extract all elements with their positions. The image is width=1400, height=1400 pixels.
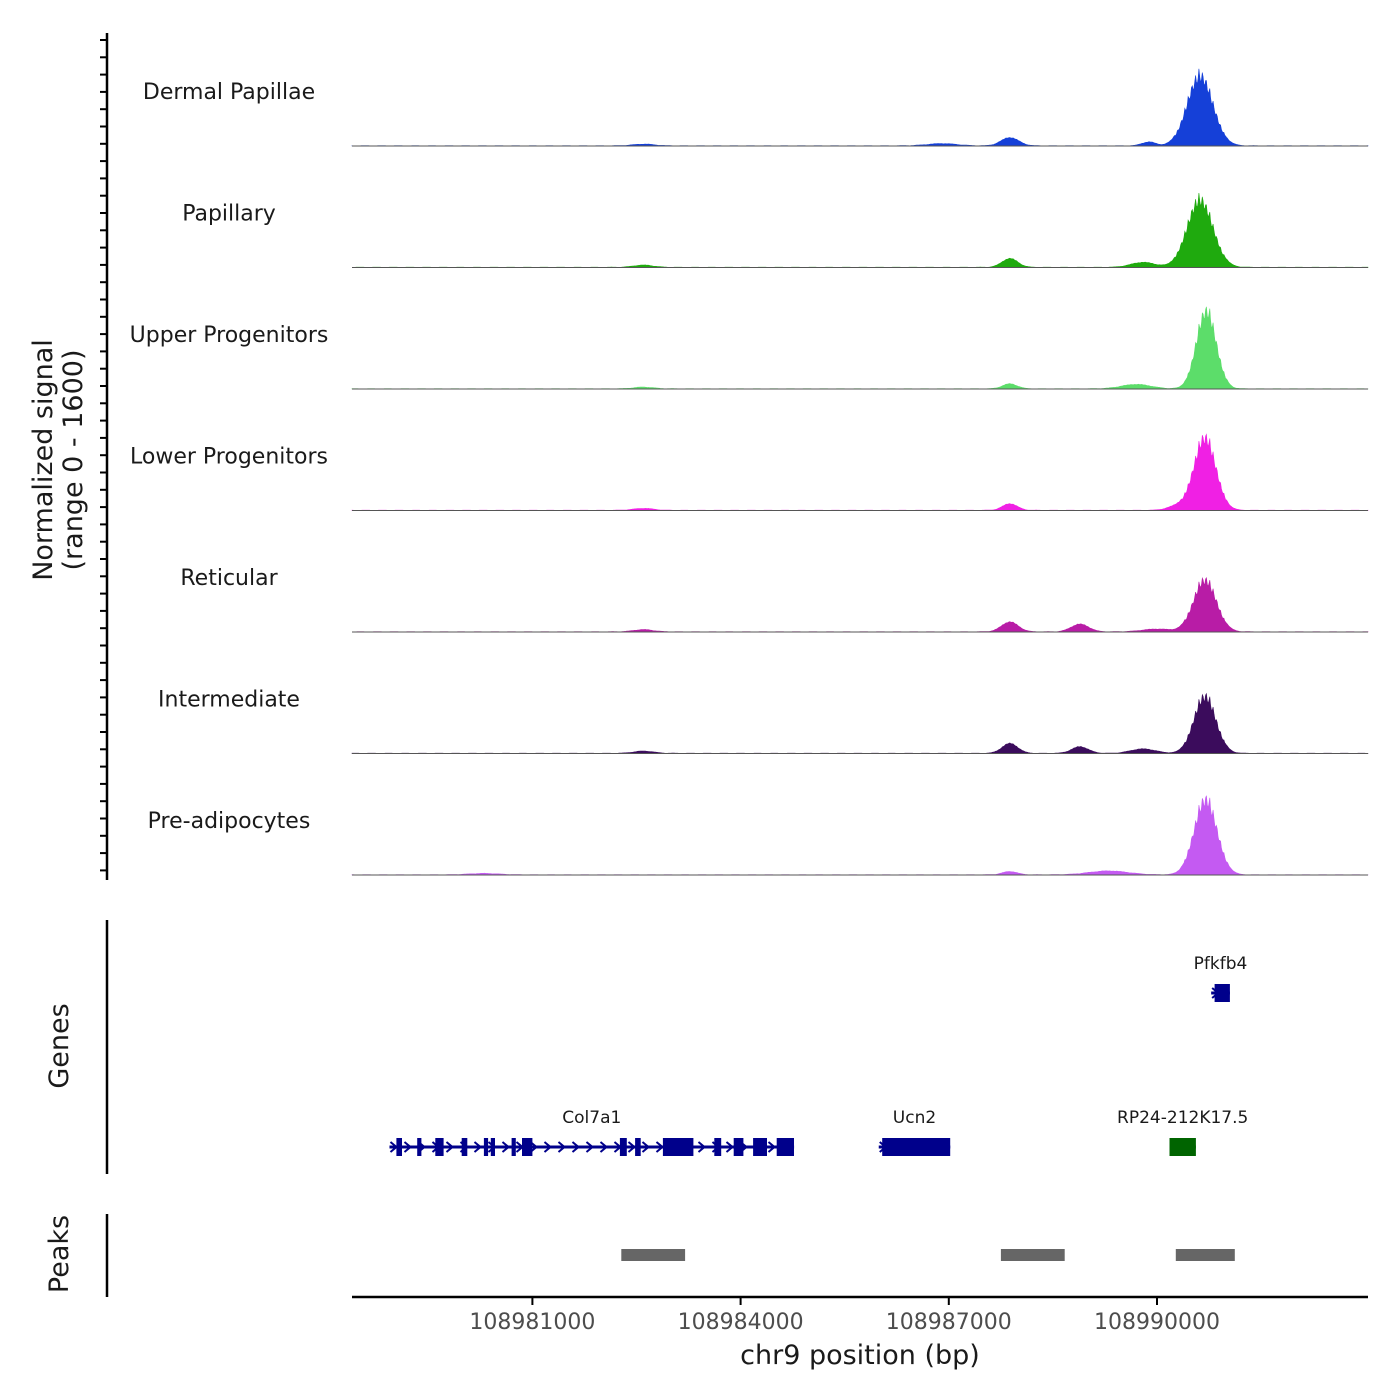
- gene-exon: [522, 1138, 533, 1156]
- gene-exon: [776, 1138, 794, 1156]
- track-label: Intermediate: [158, 688, 300, 713]
- strand-arrow: [599, 1141, 609, 1153]
- track-label: Reticular: [180, 566, 278, 591]
- peak-region: [621, 1249, 686, 1261]
- gene-exon: [714, 1138, 722, 1156]
- strand-arrow: [501, 1141, 511, 1153]
- coverage-signal-area: [351, 433, 1369, 511]
- gene-label: Pfkfb4: [1194, 954, 1248, 974]
- coverage-signal-area: [351, 192, 1369, 268]
- coverage-signal-area: [351, 795, 1369, 876]
- gene: Col7a1: [389, 1108, 795, 1156]
- y-axis-range-label: (range 0 - 1600): [58, 350, 89, 571]
- coverage-track: Pre-adipocytes: [148, 795, 1369, 876]
- strand-arrow: [529, 1141, 539, 1153]
- gene-exon: [461, 1138, 468, 1156]
- x-tick-label: 108987000: [886, 1310, 1012, 1335]
- peaks-track-label: Peaks: [44, 1215, 75, 1293]
- track-label: Upper Progenitors: [130, 323, 329, 348]
- track-label: Papillary: [182, 202, 276, 227]
- gene-exon: [635, 1138, 641, 1156]
- gene-exon: [753, 1138, 767, 1156]
- gene-exon: [619, 1138, 627, 1156]
- gene-exon: [662, 1138, 694, 1156]
- coverage-signal-area: [351, 576, 1369, 633]
- gene: Ucn2: [878, 1108, 951, 1156]
- strand-arrow: [571, 1141, 581, 1153]
- gene: Pfkfb4: [1194, 954, 1248, 1002]
- x-axis-ticks: 108981000 108984000 108987000 108990000: [469, 1297, 1220, 1335]
- gene-exon: [483, 1138, 489, 1156]
- strand-arrow: [725, 1141, 735, 1153]
- peak-region: [1000, 1249, 1065, 1261]
- strand-arrow: [767, 1141, 777, 1153]
- gene-exon: [1214, 984, 1230, 1002]
- coverage-track: Dermal Papillae: [143, 68, 1369, 147]
- coverage-track: Upper Progenitors: [130, 306, 1369, 390]
- strand-arrow: [403, 1141, 413, 1153]
- coverage-track: Lower Progenitors: [130, 433, 1369, 511]
- strand-arrow: [627, 1141, 637, 1153]
- y-axis-label: Normalized signal: [28, 339, 59, 581]
- x-axis-label: chr9 position (bp): [740, 1340, 980, 1371]
- strand-arrow: [655, 1141, 665, 1153]
- x-tick-label: 108984000: [678, 1310, 804, 1335]
- gene-exon: [435, 1138, 444, 1156]
- coverage-signal-area: [351, 306, 1369, 390]
- gene-exon: [1169, 1138, 1196, 1156]
- gene-exon: [396, 1138, 402, 1156]
- track-label: Dermal Papillae: [143, 80, 315, 105]
- strand-arrow: [697, 1141, 707, 1153]
- strand-arrow: [445, 1141, 455, 1153]
- genes-track-label: Genes: [44, 1003, 75, 1088]
- x-tick-label: 108981000: [469, 1310, 595, 1335]
- track-label: Pre-adipocytes: [148, 809, 311, 834]
- gene-exon: [511, 1138, 516, 1156]
- y-axis-title: Normalized signal (range 0 - 1600): [28, 339, 89, 581]
- strand-arrow: [585, 1141, 595, 1153]
- coverage-tracks: Dermal Papillae Papillary Upper Progenitor…: [130, 68, 1369, 876]
- gene-exon: [882, 1138, 951, 1156]
- coverage-track: Reticular: [180, 566, 1369, 633]
- peak-track: [621, 1249, 1235, 1261]
- gene: RP24-212K17.5: [1117, 1108, 1248, 1156]
- peak-region: [1175, 1249, 1235, 1261]
- strand-arrow: [473, 1141, 483, 1153]
- strand-arrow: [641, 1141, 651, 1153]
- x-tick-label: 108990000: [1094, 1310, 1220, 1335]
- track-label: Lower Progenitors: [130, 445, 328, 470]
- strand-arrow: [557, 1141, 567, 1153]
- strand-arrow: [543, 1141, 553, 1153]
- coverage-y-axis-ticks: [100, 39, 107, 872]
- gene-label: RP24-212K17.5: [1117, 1108, 1248, 1128]
- coverage-signal-area: [351, 692, 1369, 754]
- gene-label: Ucn2: [893, 1108, 936, 1128]
- gene-exon: [733, 1138, 744, 1156]
- gene-exon: [490, 1138, 495, 1156]
- gene-track: Col7a1 Ucn2 RP24-212K17.5 Pfkfb4: [389, 954, 1248, 1156]
- coverage-track: Intermediate: [158, 688, 1369, 754]
- gene-exon: [417, 1138, 422, 1156]
- gene-label: Col7a1: [562, 1108, 621, 1128]
- coverage-signal-area: [351, 68, 1369, 147]
- coverage-track: Papillary: [182, 192, 1369, 268]
